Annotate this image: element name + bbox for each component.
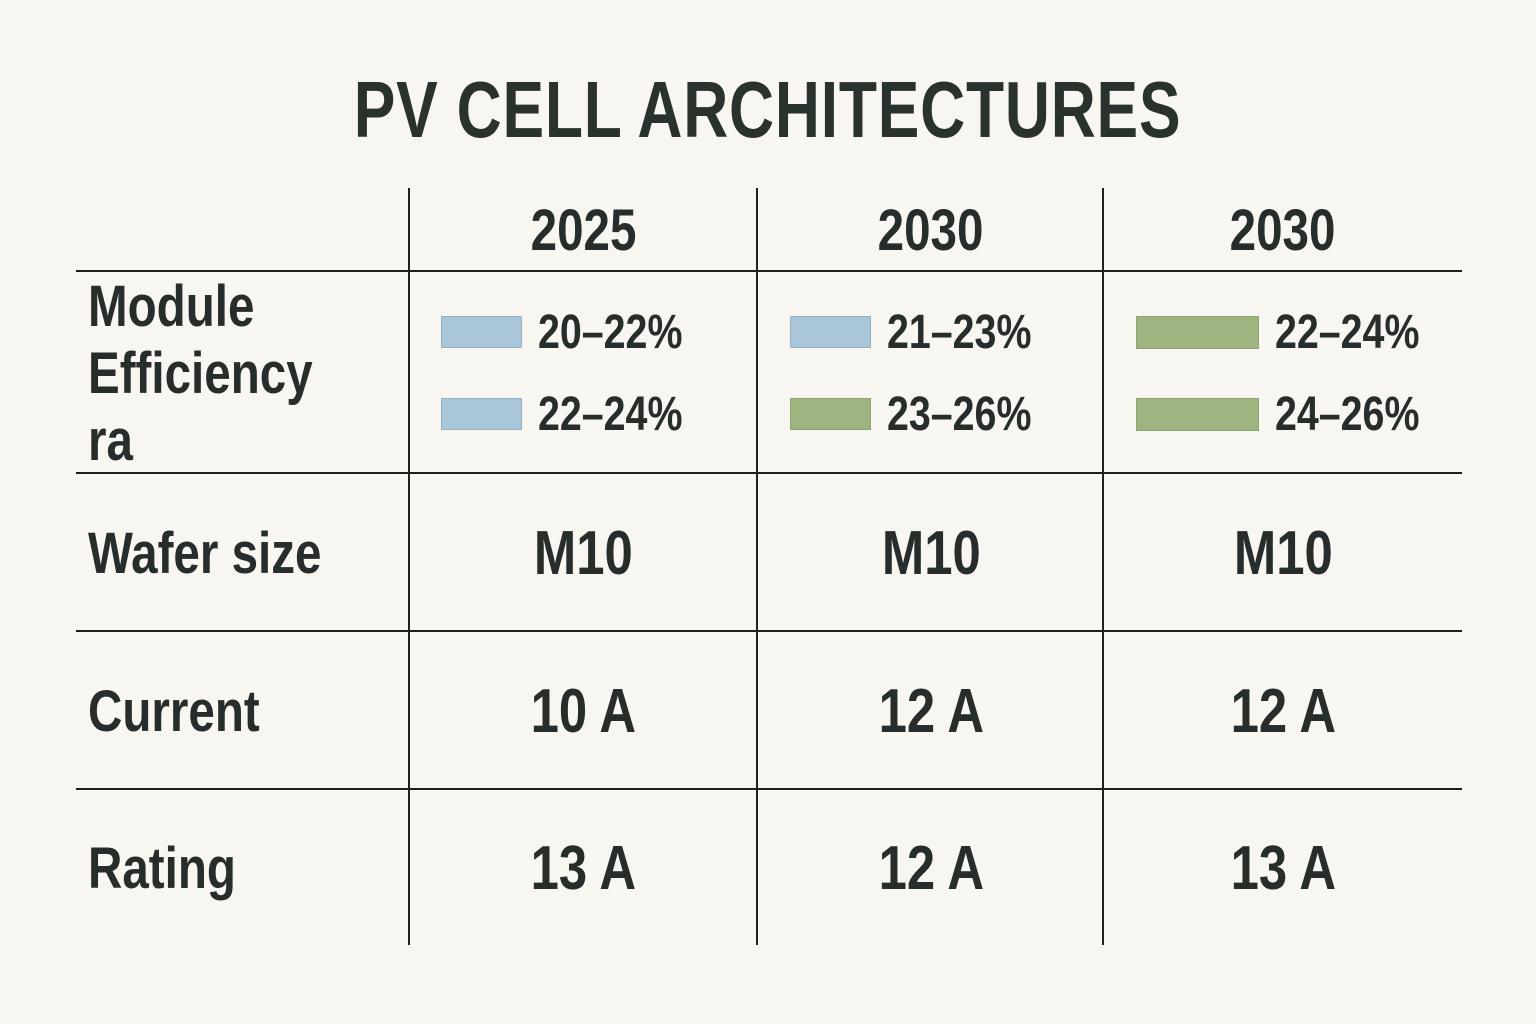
value-text: 12 A [878, 676, 984, 746]
efficiency-range-text: 20–22% [538, 305, 683, 359]
efficiency-color-swatch [1136, 397, 1259, 431]
efficiency-color-swatch [441, 316, 522, 348]
legend-item: 20–22% [441, 305, 714, 360]
efficiency-range-text: 22–24% [538, 387, 683, 441]
efficiency-cell-2030-a: 21–23% 23–26% [758, 272, 1104, 474]
value-text: 12 A [1230, 676, 1336, 746]
grid-line-horizontal-4 [76, 788, 1462, 790]
row-label-rating: Rating [76, 790, 409, 947]
value-text: 13 A [1230, 834, 1336, 903]
efficiency-cell-2030-b: 22–24% 24–26% [1104, 272, 1462, 474]
grid-line-horizontal-2 [76, 472, 1462, 474]
row-label-module-efficiency: Module Efficiency ra [76, 272, 409, 474]
comparison-table: 2025 2030 2030 Module Efficiency ra 20–2… [76, 188, 1462, 947]
value-text: 10 A [530, 676, 637, 746]
efficiency-range-text: 22–24% [1275, 305, 1420, 359]
efficiency-cell-2025: 20–22% 22–24% [409, 272, 758, 474]
efficiency-color-swatch [790, 398, 871, 430]
value-text: M10 [534, 518, 633, 588]
column-header-2025: 2025 [409, 188, 758, 272]
efficiency-range: 21–23% [887, 305, 1063, 360]
efficiency-range: 22–24% [538, 387, 714, 442]
efficiency-range: 22–24% [1275, 305, 1451, 360]
value-text: 13 A [530, 834, 637, 903]
grid-line-horizontal-1 [76, 270, 1462, 272]
wafer-size-2025: M10 [409, 474, 758, 632]
legend-item: 24–26% [1136, 387, 1451, 442]
page-title-text: PV CELL ARCHITECTURES [354, 65, 1182, 154]
row-label-text: Rating [88, 836, 236, 901]
grid-line-vertical-2 [756, 188, 758, 945]
rating-2030-a: 12 A [758, 790, 1104, 947]
legend-item: 22–24% [1136, 305, 1451, 360]
current-2030-b: 12 A [1104, 632, 1462, 790]
legend-item: 22–24% [441, 387, 714, 442]
wafer-size-2030-b: M10 [1104, 474, 1462, 632]
rating-2025: 13 A [409, 790, 758, 947]
efficiency-range-text: 24–26% [1275, 387, 1420, 441]
legend-item: 23–26% [790, 387, 1063, 442]
row-label-current: Current [76, 632, 409, 790]
value-text: M10 [1233, 518, 1333, 588]
wafer-size-2030-a: M10 [758, 474, 1104, 632]
column-header-text: 2030 [1230, 197, 1336, 263]
efficiency-range: 23–26% [887, 387, 1063, 442]
efficiency-range: 20–22% [538, 305, 714, 360]
current-2025: 10 A [409, 632, 758, 790]
current-2030-a: 12 A [758, 632, 1104, 790]
column-header-text: 2025 [530, 197, 637, 263]
grid-line-vertical-1 [408, 188, 410, 945]
efficiency-range: 24–26% [1275, 387, 1451, 442]
efficiency-range-text: 23–26% [887, 387, 1032, 441]
row-label-text: Wafer size [88, 520, 322, 586]
value-text: M10 [881, 518, 981, 588]
efficiency-color-swatch [1136, 315, 1259, 349]
efficiency-color-swatch [441, 398, 522, 430]
grid-line-horizontal-3 [76, 630, 1462, 632]
row-label-text: Current [88, 678, 260, 744]
value-text: 12 A [878, 834, 984, 903]
page-title: PV CELL ARCHITECTURES [0, 64, 1536, 156]
grid-line-vertical-3 [1102, 188, 1104, 945]
column-header-2030-b: 2030 [1104, 188, 1462, 272]
row-label-text: Module Efficiency ra [88, 273, 313, 473]
efficiency-range-text: 21–23% [887, 305, 1032, 359]
column-header-2030-a: 2030 [758, 188, 1104, 272]
column-header-text: 2030 [878, 197, 984, 263]
efficiency-color-swatch [790, 316, 871, 348]
rating-2030-b: 13 A [1104, 790, 1462, 947]
legend-item: 21–23% [790, 305, 1063, 360]
row-label-wafer-size: Wafer size [76, 474, 409, 632]
corner-cell [76, 188, 409, 272]
